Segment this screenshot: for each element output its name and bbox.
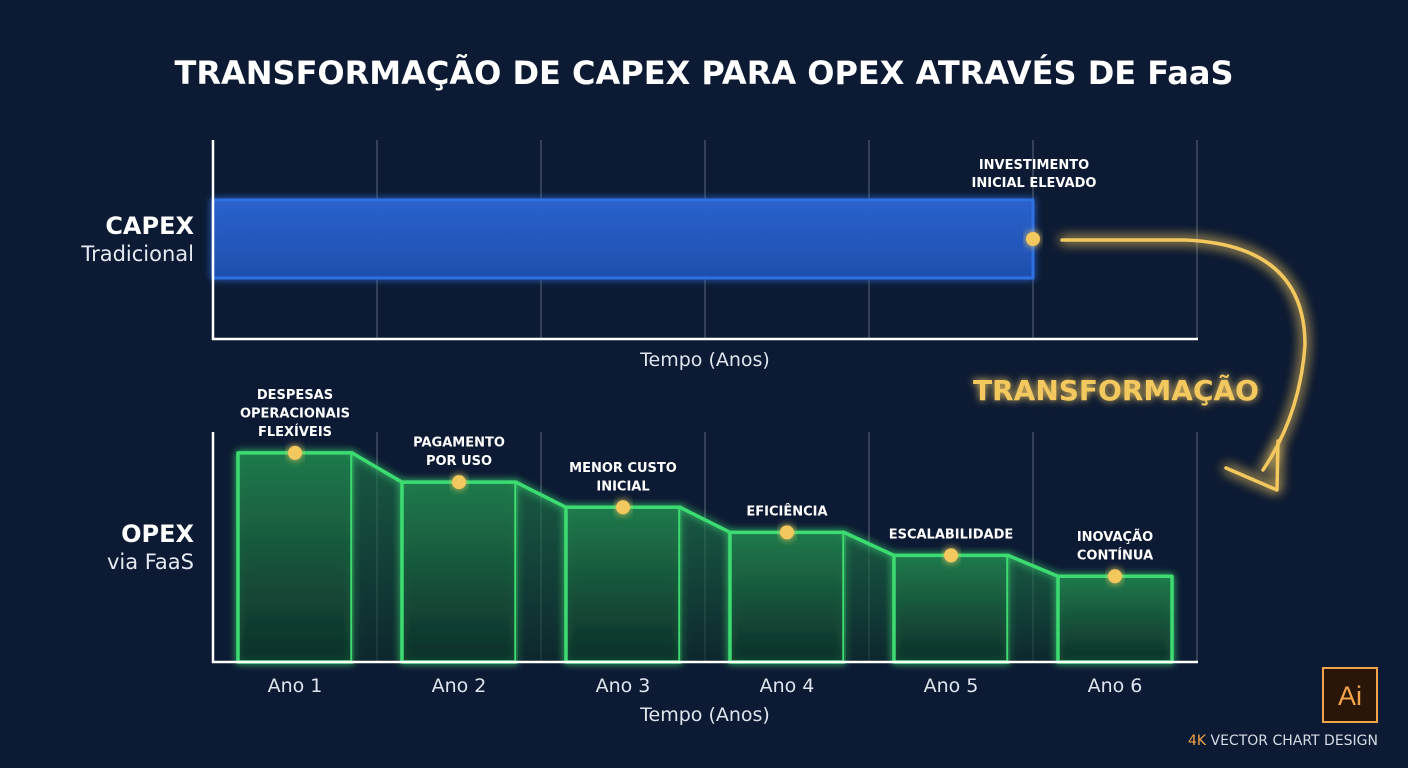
capex-bar [211,198,1035,280]
opex-annotation-line: POR USO [426,454,492,469]
opex-tick-label: Ano 1 [268,675,323,697]
opex-tick-label: Ano 2 [432,675,487,697]
opex-connector [1007,553,1059,578]
opex-connector-fill [516,482,566,662]
opex-connector-fill [352,452,402,662]
opex-tick-label: Ano 3 [596,675,651,697]
opex-annotation-line: ESCALABILIDADE [889,527,1014,542]
ai-logo-box [1322,667,1378,723]
ai-logo: Ai [1322,667,1378,723]
opex-annotation-line: MENOR CUSTO [569,461,677,476]
opex-annotation-line: OPERACIONAIS [240,406,350,421]
opex-tick-label: Ano 4 [760,675,815,697]
opex-marker [1108,569,1122,584]
capex-panel: CAPEX Tradicional INVESTIMENTO INICIAL E… [80,140,1198,371]
opex-connector [843,530,895,557]
capex-annotation-line-1: INVESTIMENTO [979,158,1089,173]
opex-tick-label: Ano 6 [1088,675,1143,697]
footer-credit-text: VECTOR CHART DESIGN [1206,733,1378,749]
opex-annotation-line: CONTÍNUA [1077,547,1153,563]
ai-logo-text: Ai [1338,681,1362,711]
capex-label-main: CAPEX [105,212,194,240]
footer-credit-accent: 4K [1188,733,1207,749]
transformation-arrow [1060,238,1307,492]
opex-marker [944,548,958,563]
opex-annotations: DESPESAS OPERACIONAIS FLEXÍVEIS PAGAMENTO PO… [240,388,1153,563]
opex-annotation-line: DESPESAS [257,388,333,403]
capex-marker [1026,232,1040,246]
footer-credit: 4K VECTOR CHART DESIGN [1188,733,1378,749]
opex-connector [515,480,567,509]
opex-tick-labels: Ano 1 Ano 2 Ano 3 Ano 4 Ano 5 Ano 6 [268,675,1143,697]
opex-connector-fill [680,507,730,662]
capex-annotation-line-2: INICIAL ELEVADO [972,176,1097,191]
opex-tick-label: Ano 5 [924,675,979,697]
opex-bar [564,505,682,664]
opex-annotation-line: EFICIÊNCIA [746,503,827,519]
opex-connector [351,451,403,484]
opex-bar [400,480,518,664]
opex-annotation-line: PAGAMENTO [413,436,505,451]
capex-x-axis-label: Tempo (Anos) [639,349,770,371]
opex-annotation-line: INOVAÇÃO [1077,529,1153,545]
transformation-label: TRANSFORMAÇÃO [973,373,1259,407]
opex-marker [452,475,466,490]
opex-bar [236,451,354,664]
opex-annotation-line: FLEXÍVEIS [258,424,332,440]
opex-x-axis-label: Tempo (Anos) [639,704,770,726]
opex-connector [679,505,731,534]
opex-marker [288,445,302,460]
opex-connector-fill [1008,555,1058,662]
opex-steps [236,445,1174,664]
capex-bar-group [211,198,1040,280]
opex-annotation-line: INICIAL [596,479,649,494]
opex-bar [728,530,846,664]
capex-label-sub: Tradicional [80,242,194,266]
opex-marker [780,525,794,540]
opex-label-sub: via FaaS [107,550,194,574]
opex-bar [892,553,1010,664]
chart-title: TRANSFORMAÇÃO DE CAPEX PARA OPEX ATRAVÉS… [175,54,1234,92]
opex-bar [1056,574,1174,664]
opex-marker [616,500,630,515]
opex-connector-fill [844,532,894,662]
opex-label-main: OPEX [121,520,194,548]
